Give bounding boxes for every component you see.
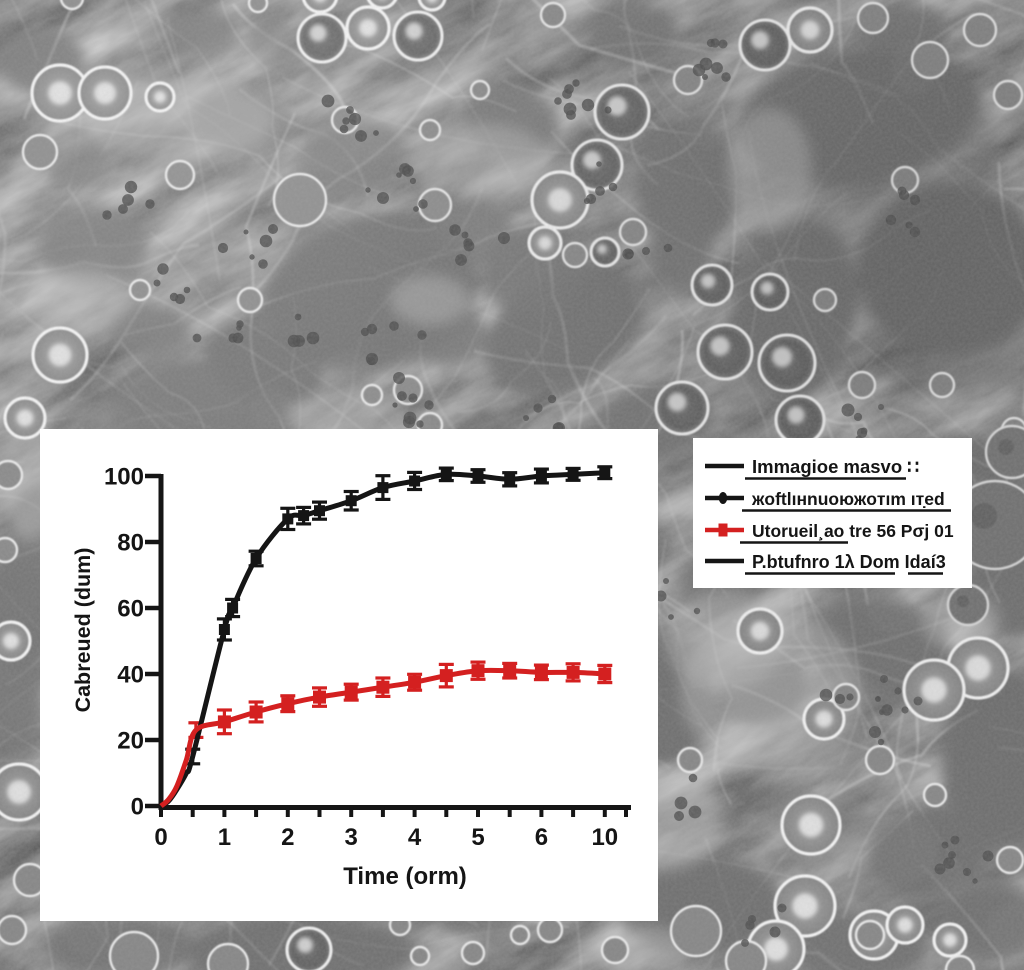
svg-text:P.btufnro 1λ Dom Idaí3: P.btufnro 1λ Dom Idaí3 [752,552,946,572]
svg-text:Cabreued (dum): Cabreued (dum) [71,548,95,713]
svg-text:Utorueil¸ao tre 56 Pσj 01: Utorueil¸ao tre 56 Pσj 01 [752,521,954,542]
svg-text:1: 1 [218,824,231,851]
svg-text:20: 20 [117,728,144,755]
svg-text:4: 4 [408,824,422,851]
svg-text:80: 80 [117,530,144,557]
svg-text:3: 3 [345,824,358,851]
svg-text:60: 60 [117,596,144,623]
svg-text:6: 6 [535,824,548,851]
svg-text:0: 0 [154,824,167,851]
svg-text:Time (orm): Time (orm) [343,863,467,890]
svg-text:2: 2 [281,824,294,851]
svg-text:0: 0 [131,794,144,821]
svg-text:Immagioe masvo ∷: Immagioe masvo ∷ [752,456,919,477]
svg-text:жoftlıнnuoюжoтım ıт̣ed: жoftlıнnuoюжoтım ıт̣ed [751,489,945,509]
svg-text:40: 40 [117,662,144,689]
svg-text:5: 5 [471,824,484,851]
svg-text:10: 10 [591,824,618,851]
svg-text:100: 100 [104,464,144,491]
